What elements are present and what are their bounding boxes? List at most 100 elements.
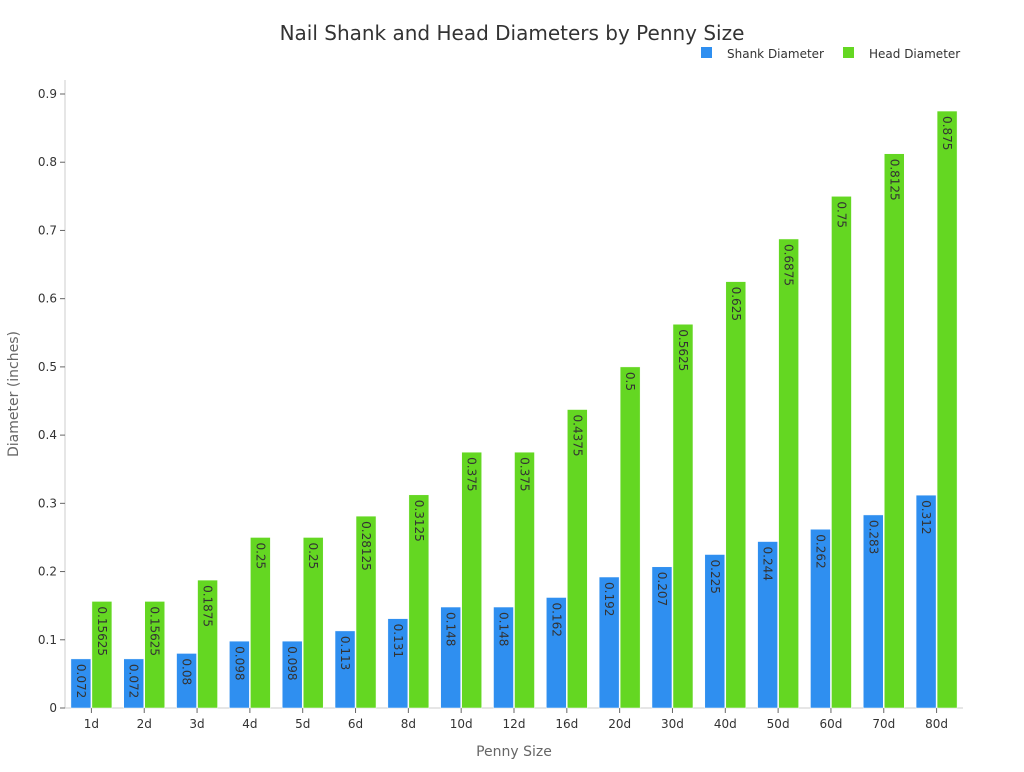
data-label: 0.625 xyxy=(729,287,743,321)
shank-bar xyxy=(387,618,409,709)
data-label: 0.098 xyxy=(285,646,299,680)
legend-swatch-shank xyxy=(701,47,712,58)
x-tick-label: 50d xyxy=(767,717,790,731)
data-label: 0.4375 xyxy=(570,415,584,457)
x-tick-label: 3d xyxy=(189,717,204,731)
data-label: 0.207 xyxy=(655,572,669,606)
y-tick-label: 0.4 xyxy=(38,428,57,442)
head-bar xyxy=(778,238,799,709)
y-tick-label: 0.5 xyxy=(38,360,57,374)
data-label: 0.875 xyxy=(940,116,954,150)
y-tick-label: 0.6 xyxy=(38,292,57,306)
data-label: 0.072 xyxy=(74,664,88,698)
x-tick-label: 70d xyxy=(872,717,895,731)
shank-bar xyxy=(598,576,620,709)
data-label: 0.15625 xyxy=(148,606,162,656)
shank-bar xyxy=(493,606,514,709)
head-bar xyxy=(144,601,165,709)
data-label: 0.5 xyxy=(623,372,637,391)
shank-bar xyxy=(334,630,356,709)
head-bar xyxy=(831,196,852,709)
x-tick-label: 4d xyxy=(242,717,257,731)
x-tick-label: 6d xyxy=(348,717,363,731)
head-bar xyxy=(514,451,535,709)
head-bar xyxy=(250,537,271,709)
shank-bar xyxy=(810,529,831,709)
x-axis-label: Penny Size xyxy=(476,744,552,760)
data-label: 0.262 xyxy=(813,534,827,568)
data-label: 0.25 xyxy=(253,542,267,569)
head-bar xyxy=(91,601,113,709)
head-bar xyxy=(672,324,694,709)
head-bar xyxy=(619,366,641,709)
data-label: 0.375 xyxy=(465,457,479,491)
legend: Shank Diameter Head Diameter xyxy=(701,47,960,61)
data-label: 0.225 xyxy=(708,560,722,594)
x-tick-label: 1d xyxy=(84,717,99,731)
y-tick-label: 0.3 xyxy=(38,496,57,510)
y-axis-label: Diameter (inches) xyxy=(6,331,22,457)
data-label: 0.28125 xyxy=(359,521,373,571)
x-tick-label: 30d xyxy=(661,717,684,731)
shank-bar xyxy=(704,554,726,709)
head-bar xyxy=(725,281,747,709)
data-label: 0.192 xyxy=(602,582,616,616)
x-tick-label: 40d xyxy=(714,717,737,731)
shank-bar xyxy=(757,541,778,709)
chart-title: Nail Shank and Head Diameters by Penny S… xyxy=(280,21,745,45)
data-label: 0.113 xyxy=(338,636,352,670)
y-tick-label: 0.7 xyxy=(38,223,57,237)
legend-label-head: Head Diameter xyxy=(869,47,960,61)
shank-bar xyxy=(176,653,197,709)
head-bar xyxy=(302,537,324,709)
x-tick-label: 80d xyxy=(925,717,948,731)
data-label: 0.283 xyxy=(866,520,880,554)
data-label: 0.08 xyxy=(180,658,194,685)
x-tick-label: 20d xyxy=(608,717,631,731)
data-label: 0.244 xyxy=(761,547,775,581)
head-bar xyxy=(408,494,430,709)
data-label: 0.148 xyxy=(444,612,458,646)
x-tick-label: 2d xyxy=(137,717,152,731)
shank-bar xyxy=(651,566,673,709)
data-label: 0.098 xyxy=(232,646,246,680)
data-label: 0.131 xyxy=(391,624,405,658)
y-tick-label: 0.1 xyxy=(38,633,57,647)
x-tick-label: 5d xyxy=(295,717,310,731)
head-bar xyxy=(936,110,958,709)
x-tick-label: 8d xyxy=(401,717,416,731)
head-bar xyxy=(197,579,218,709)
data-label: 0.8125 xyxy=(887,159,901,201)
data-label: 0.162 xyxy=(549,602,563,636)
data-label: 0.6875 xyxy=(782,244,796,286)
data-label: 0.1875 xyxy=(201,585,215,627)
shank-bar xyxy=(440,606,461,709)
shank-bar xyxy=(546,597,567,709)
head-bar xyxy=(884,153,905,709)
data-label: 0.148 xyxy=(497,612,511,646)
head-bar xyxy=(567,409,588,709)
shank-bar xyxy=(863,514,884,709)
shank-bar xyxy=(281,640,303,709)
x-tick-label: 10d xyxy=(450,717,473,731)
y-tick-label: 0.9 xyxy=(38,87,57,101)
data-label: 0.5625 xyxy=(676,329,690,371)
data-label: 0.15625 xyxy=(95,606,109,656)
shank-bar xyxy=(70,658,92,709)
legend-swatch-head xyxy=(843,47,854,58)
shank-bar xyxy=(229,640,250,709)
x-tick-label: 16d xyxy=(555,717,578,731)
y-tick-label: 0.8 xyxy=(38,155,57,169)
data-label: 0.072 xyxy=(127,664,141,698)
shank-bar xyxy=(123,658,144,709)
head-bar xyxy=(355,515,377,709)
x-tick-label: 12d xyxy=(503,717,526,731)
data-label: 0.312 xyxy=(919,500,933,534)
y-tick-label: 0 xyxy=(49,701,57,715)
shank-bar xyxy=(915,494,937,709)
y-tick-label: 0.2 xyxy=(38,565,57,579)
legend-label-shank: Shank Diameter xyxy=(727,47,824,61)
x-tick-label: 60d xyxy=(819,717,842,731)
data-label: 0.25 xyxy=(306,542,320,569)
